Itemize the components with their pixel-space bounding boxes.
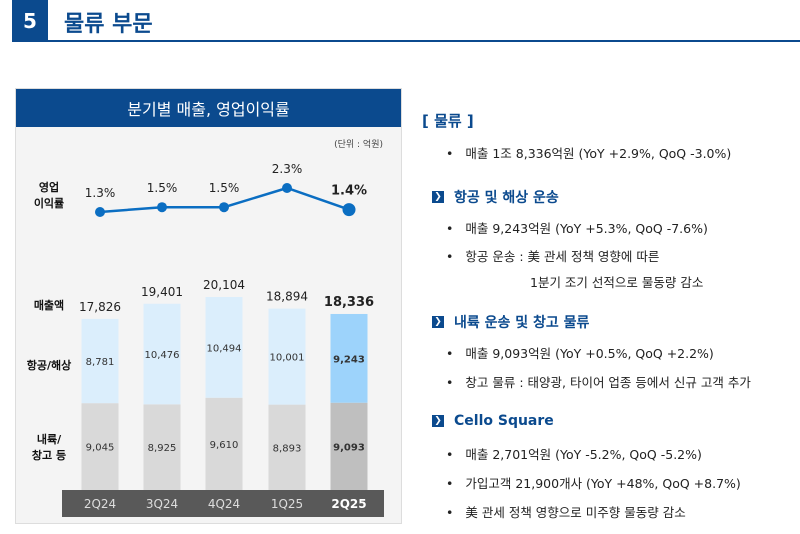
x-tick-label: 4Q24 [208, 497, 240, 511]
bar-air-sea [268, 308, 306, 405]
bar-air-sea [330, 313, 368, 403]
label-domestic: 8,893 [273, 443, 302, 454]
margin-point [95, 207, 105, 217]
row-label-margin: 영업 이익률 [33, 181, 65, 210]
bar-domestic [81, 403, 119, 490]
margin-point [219, 202, 229, 213]
bar-domestic [268, 404, 306, 490]
label-domestic: 9,093 [333, 442, 365, 453]
margin-point [342, 203, 356, 217]
group-heading-cello: ❯ Cello Square [432, 413, 554, 429]
section-number: 5 [12, 0, 48, 42]
bullet: 매출 9,243억원 (YoY +5.3%, QoQ -7.6%) [446, 218, 707, 237]
group-heading-air-sea: ❯ 항공 및 해상 운송 [432, 187, 559, 207]
label-domestic: 9,045 [86, 443, 115, 454]
label-total: 20,104 [203, 278, 245, 292]
x-axis-band [62, 490, 384, 517]
row-label-total: 매출액 [33, 299, 65, 312]
bar-domestic [330, 402, 368, 490]
label-domestic: 9,610 [210, 440, 239, 451]
label-air-sea: 10,494 [207, 343, 242, 354]
arrow-icon: ❯ [432, 415, 444, 427]
bar-air-sea [205, 297, 243, 398]
header-divider [48, 40, 800, 42]
margin-label: 2.3% [272, 162, 303, 176]
margin-label: 1.3% [85, 186, 116, 200]
unit-label: (단위 : 억원) [334, 140, 383, 150]
label-air-sea: 9,243 [333, 354, 365, 365]
label-air-sea: 10,001 [270, 353, 305, 364]
label-air-sea: 8,781 [86, 357, 115, 368]
bar-domestic [205, 397, 243, 490]
margin-point [157, 202, 167, 213]
row-label-air-sea: 항공/해상 [26, 359, 72, 372]
margin-point [282, 183, 292, 193]
label-air-sea: 10,476 [145, 350, 180, 361]
x-tick-label: 2Q24 [84, 497, 116, 511]
bar-air-sea [143, 303, 181, 405]
bullet: 매출 9,093억원 (YoY +0.5%, QoQ +2.2%) [446, 343, 713, 362]
bullet: 창고 물류 : 태양광, 타이어 업종 등에서 신규 고객 추가 [446, 372, 750, 391]
arrow-icon: ❯ [432, 316, 444, 328]
margin-label: 1.5% [147, 181, 178, 195]
x-tick-label: 3Q24 [146, 497, 178, 511]
summary-bullet: 매출 1조 8,336억원 (YoY +2.9%, QoQ -3.0%) [446, 143, 731, 162]
margin-label: 1.5% [209, 181, 240, 195]
chart-title: 분기별 매출, 영업이익률 [16, 89, 401, 127]
bullet: 美 관세 정책 영향으로 미주향 물동량 감소 [446, 502, 685, 521]
bullet: 매출 2,701억원 (YoY -5.2%, QoQ -5.2%) [446, 444, 702, 463]
x-tick-label: 1Q25 [271, 497, 303, 511]
arrow-icon: ❯ [432, 191, 444, 203]
group-heading-domestic: ❯ 내륙 운송 및 창고 물류 [432, 312, 589, 332]
margin-label: 1.4% [331, 184, 367, 199]
x-tick-label: 2Q25 [331, 497, 366, 511]
bullet-continuation: 1분기 조기 선적으로 물동량 감소 [530, 275, 704, 290]
label-total: 19,401 [141, 285, 183, 299]
bar-domestic [143, 404, 181, 490]
row-label-domestic: 내륙/ 창고 등 [31, 433, 67, 462]
label-total: 18,336 [324, 295, 374, 310]
label-total: 17,826 [79, 300, 121, 314]
bullet: 항공 운송 : 美 관세 정책 영향에 따른 [446, 246, 659, 265]
section-heading: [ 물류 ] [422, 112, 474, 130]
page-title: 물류 부문 [64, 12, 153, 37]
bar-air-sea [81, 318, 119, 404]
label-domestic: 8,925 [148, 443, 177, 454]
bullet: 가입고객 21,900개사 (YoY +48%, QoQ +8.7%) [446, 473, 740, 492]
label-total: 18,894 [266, 290, 308, 304]
